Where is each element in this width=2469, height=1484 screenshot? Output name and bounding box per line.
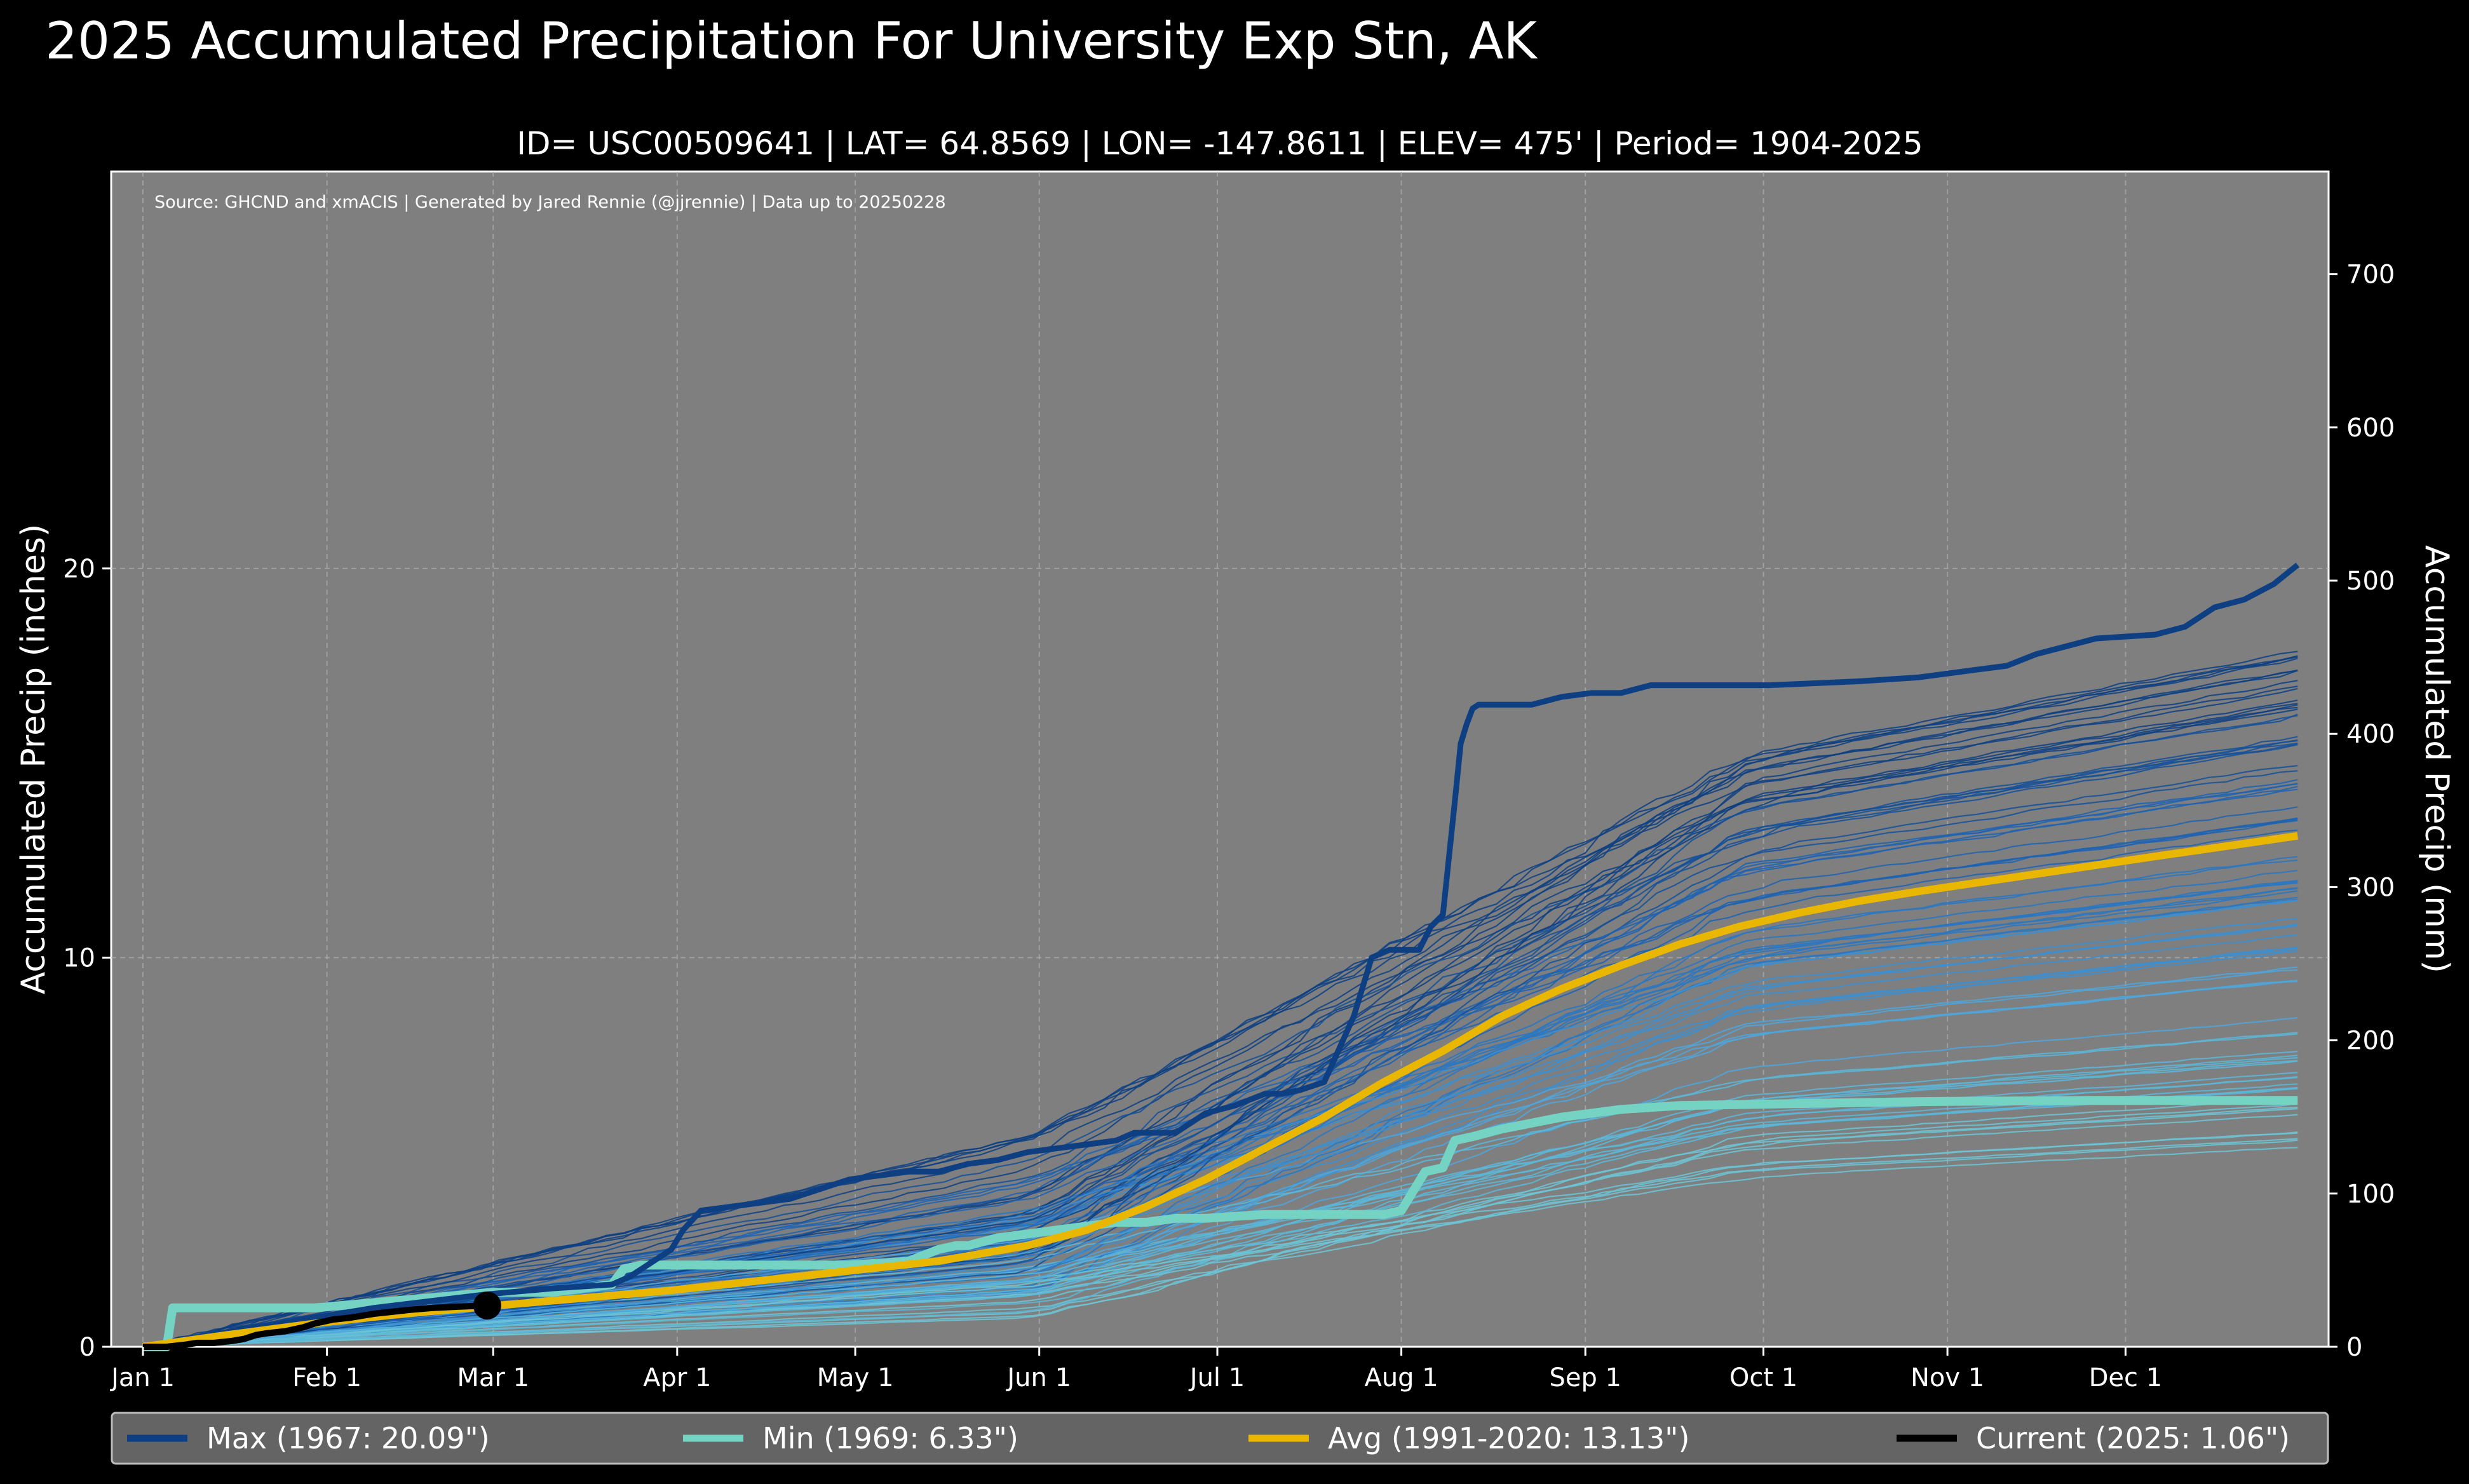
- x-tick-label: Jun 1: [1005, 1363, 1071, 1393]
- y2-tick-label: 100: [2346, 1180, 2395, 1209]
- x-tick-label: May 1: [817, 1363, 894, 1393]
- chart-title: 2025 Accumulated Precipitation For Unive…: [45, 11, 1538, 71]
- legend-label-1: Min (1969: 6.33"): [762, 1421, 1018, 1455]
- historical-year-line: [142, 1103, 2298, 1347]
- x-tick-label: Jul 1: [1188, 1363, 1245, 1393]
- legend-box: [111, 1412, 2329, 1465]
- y2-tick-label: 400: [2346, 720, 2395, 749]
- historical-year-line: [142, 923, 2298, 1347]
- historical-year-line: [142, 680, 2298, 1347]
- legend-label-0: Max (1967: 20.09"): [206, 1421, 490, 1455]
- historical-year-line: [142, 1087, 2298, 1347]
- legend: Max (1967: 20.09") Min (1969: 6.33") Avg (…: [127, 1421, 2290, 1455]
- historical-year-line: [142, 715, 2298, 1347]
- y-tick-label: 20: [63, 555, 95, 584]
- y2-tick-label: 300: [2346, 873, 2395, 902]
- x-tick-label: Sep 1: [1549, 1363, 1621, 1393]
- historical-year-line: [142, 739, 2298, 1347]
- historical-year-line: [142, 704, 2298, 1347]
- historical-year-line: [142, 1088, 2298, 1347]
- x-tick-label: Oct 1: [1729, 1363, 1797, 1393]
- series-line-3: [143, 1302, 488, 1350]
- legend-label-2: Avg (1991-2020: 13.13"): [1328, 1421, 1689, 1455]
- historical-year-line: [142, 670, 2298, 1347]
- x-tick-label: Jan 1: [109, 1363, 175, 1393]
- y2-tick-label: 0: [2346, 1333, 2362, 1362]
- historical-year-line: [142, 1138, 2298, 1347]
- y-tick-label: 0: [79, 1333, 95, 1362]
- y-axis-label: Accumulated Precip (inches): [15, 524, 53, 995]
- y2-tick-label: 700: [2346, 260, 2395, 290]
- y-tick-label: 10: [63, 943, 95, 973]
- x-tick-label: Mar 1: [457, 1363, 529, 1393]
- x-tick-label: Feb 1: [292, 1363, 362, 1393]
- series-lines: [142, 562, 2300, 1351]
- x-tick-label: Nov 1: [1911, 1363, 1984, 1393]
- y2-tick-label: 600: [2346, 414, 2395, 443]
- historical-year-line: [142, 739, 2298, 1347]
- current-marker: [473, 1292, 501, 1320]
- historical-year-line: [142, 966, 2298, 1347]
- historical-year-line: [142, 1147, 2298, 1347]
- source-note: Source: GHCND and xmACIS | Generated by …: [154, 192, 946, 212]
- historical-year-line: [142, 779, 2298, 1347]
- axis-ticks: Jan 1 Feb 1 Mar 1 Apr 1 May 1 Jun 1 Jul 1 Aug 1…: [63, 260, 2395, 1393]
- historical-year-line: [142, 900, 2298, 1347]
- series-line-0: [142, 562, 2300, 1350]
- y2-tick-label: 200: [2346, 1027, 2395, 1056]
- chart-subtitle: ID= USC00509641 | LAT= 64.8569 | LON= -1…: [517, 125, 1923, 162]
- x-tick-label: Apr 1: [643, 1363, 711, 1393]
- historical-year-line: [142, 670, 2298, 1347]
- y2-tick-label: 500: [2346, 567, 2395, 596]
- series-line-2: [142, 832, 2299, 1351]
- historical-year-line: [142, 669, 2298, 1347]
- legend-label-3: Current (2025: 1.06"): [1976, 1421, 2290, 1455]
- historical-year-line: [142, 1098, 2298, 1347]
- x-tick-label: Aug 1: [1364, 1363, 1438, 1393]
- y2-axis-label: Accumulated Precip (mm): [2418, 545, 2456, 973]
- x-tick-label: Dec 1: [2089, 1363, 2163, 1393]
